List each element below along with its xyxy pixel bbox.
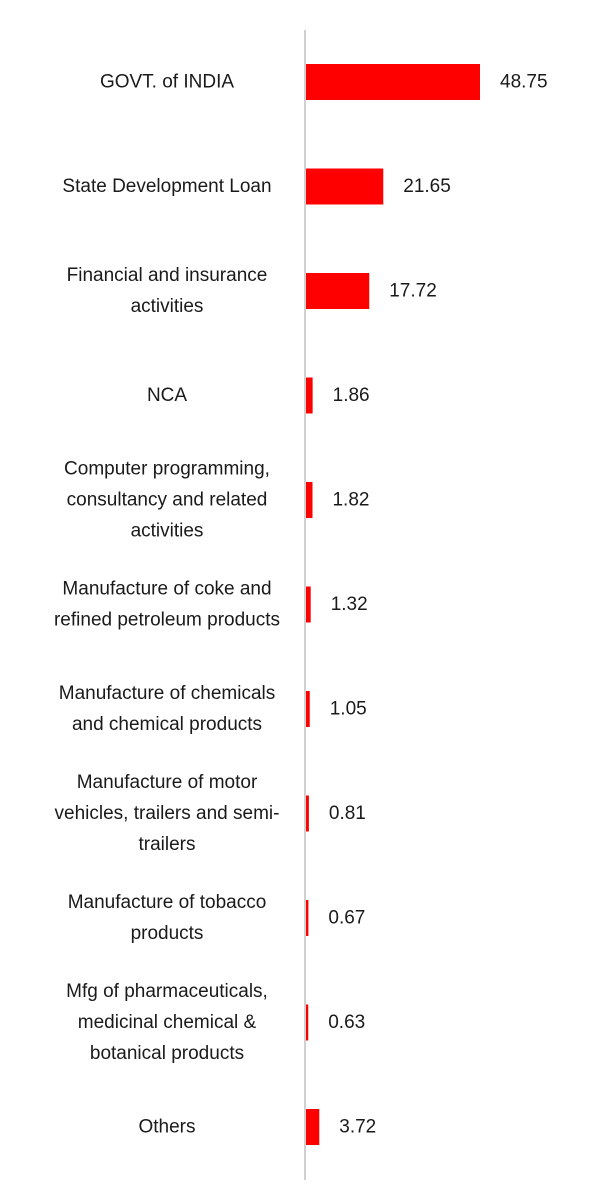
category-label-line: Manufacture of coke and <box>62 579 271 600</box>
value-label: 0.63 <box>328 1012 365 1033</box>
category-label-line: Manufacture of tobacco <box>68 892 267 913</box>
category-label: Mfg of pharmaceuticals, medicinal chemica… <box>66 981 268 1064</box>
category-label-line: Others <box>138 1117 195 1138</box>
bar <box>306 64 480 100</box>
category-label-line: vehicles, trailers and semi- <box>55 803 280 824</box>
bar <box>306 1004 309 1041</box>
category-label: Others <box>138 1117 195 1138</box>
bar <box>306 586 311 623</box>
category-label-line: GOVT. of INDIA <box>100 72 234 93</box>
category-label-line: NCA <box>147 385 187 406</box>
category-label-line: activities <box>131 296 204 317</box>
category-label-line: Mfg of pharmaceuticals, <box>66 981 268 1002</box>
category-label-line: refined petroleum products <box>54 610 280 631</box>
category-label-line: State Development Loan <box>62 176 271 197</box>
category-label-line: and chemical products <box>72 714 262 735</box>
category-label: Financial and insurance activities <box>67 265 268 317</box>
category-label: Manufacture of chemicals and chemical pro… <box>59 683 276 735</box>
category-label-line: trailers <box>138 834 195 855</box>
bar <box>306 691 310 727</box>
category-label: State Development Loan <box>62 176 271 197</box>
category-label: Computer programming, consultancy and rel… <box>64 459 270 542</box>
category-label-line: Manufacture of motor <box>77 772 258 793</box>
category-labels-group: GOVT. of INDIA State Development Loan Fina… <box>54 72 280 1138</box>
value-label: 1.86 <box>333 385 370 406</box>
value-label: 0.67 <box>328 908 365 929</box>
category-label-line: Computer programming, <box>64 459 270 480</box>
bar <box>306 273 370 309</box>
category-label-line: botanical products <box>90 1043 244 1064</box>
value-label: 48.75 <box>500 72 548 93</box>
category-label: NCA <box>147 385 187 406</box>
value-label: 21.65 <box>403 176 451 197</box>
value-label: 1.05 <box>330 699 367 720</box>
category-label-line: medicinal chemical & <box>78 1012 257 1033</box>
category-label-line: products <box>131 923 204 944</box>
category-label-line: consultancy and related <box>67 490 268 511</box>
bar <box>306 377 313 414</box>
bar <box>306 168 384 205</box>
category-label: GOVT. of INDIA <box>100 72 234 93</box>
category-label: Manufacture of coke and refined petroleum… <box>54 579 280 631</box>
value-label: 0.81 <box>329 803 366 824</box>
bar <box>306 795 309 832</box>
value-label: 1.82 <box>332 490 369 511</box>
bars-group <box>306 64 480 1145</box>
category-label-line: Financial and insurance <box>67 265 268 286</box>
category-label: Manufacture of tobacco products <box>68 892 267 944</box>
value-label: 3.72 <box>339 1117 376 1138</box>
category-label-line: activities <box>131 521 204 542</box>
value-label: 17.72 <box>389 281 437 302</box>
value-labels-group: 48.75 21.65 17.72 1.86 1.82 1.32 1.05 0.81 0.67 0… <box>328 72 547 1138</box>
category-label: Manufacture of motor vehicles, trailers a… <box>55 772 280 855</box>
bar <box>306 1109 320 1145</box>
value-label: 1.32 <box>331 594 368 615</box>
bar <box>306 482 313 518</box>
bar <box>306 900 309 936</box>
category-label-line: Manufacture of chemicals <box>59 683 276 704</box>
